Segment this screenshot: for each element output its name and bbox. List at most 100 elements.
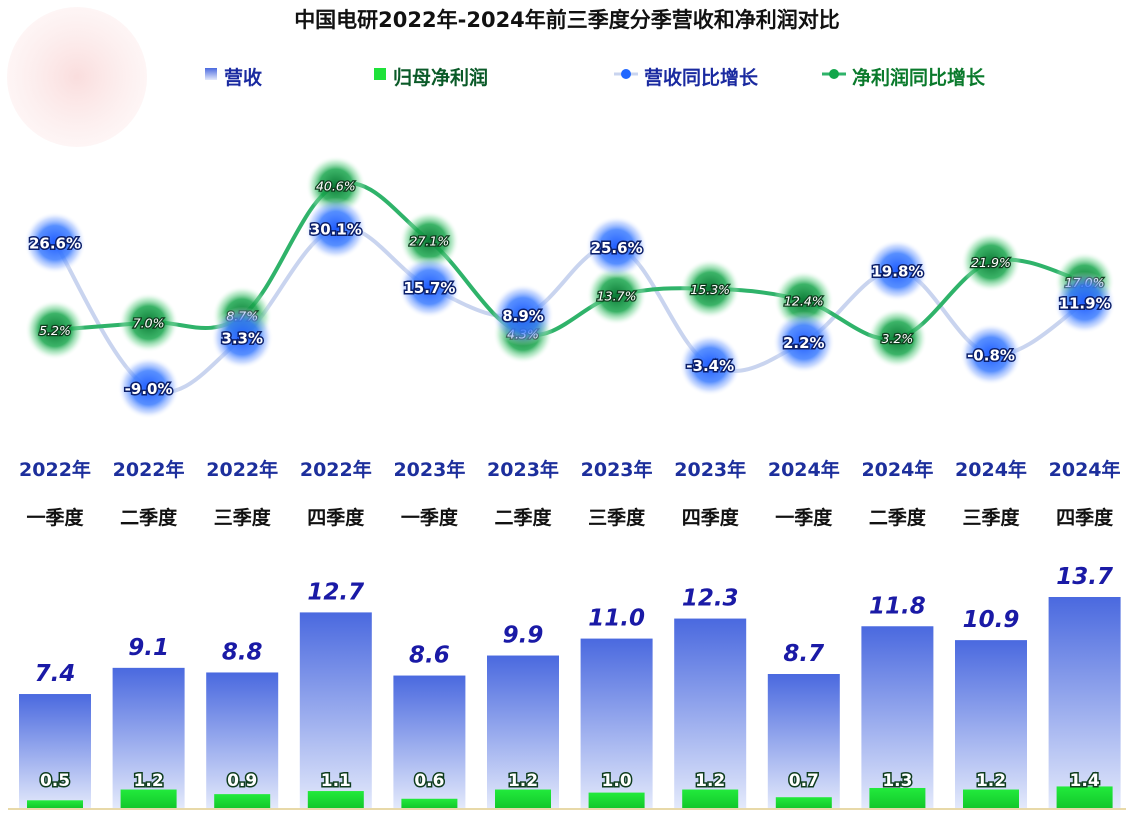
category-year-label: 2024年 xyxy=(768,458,840,481)
category-year-label: 2024年 xyxy=(861,458,933,481)
revenue-yoy-line xyxy=(53,225,1087,394)
revenue-yoy-point xyxy=(398,256,461,319)
legend-item-revenue-yoy: 营收同比增长 xyxy=(614,65,761,91)
net-yoy-label: 5.2% xyxy=(39,323,71,338)
net-profit-bar xyxy=(495,789,551,808)
revenue-bar xyxy=(955,640,1027,808)
revenue-value-label: 8.6 xyxy=(409,643,450,669)
net-profit-value-label: 1.4 xyxy=(1070,771,1100,791)
revenue-yoy-label: -0.8% xyxy=(967,346,1015,364)
category-quarter-label: 二季度 xyxy=(120,506,178,529)
net-yoy-point xyxy=(867,308,928,369)
green-square-icon xyxy=(374,68,386,80)
blue-square-icon xyxy=(205,68,217,80)
category-quarter-label: 一季度 xyxy=(775,506,833,529)
revenue-yoy-label: 3.3% xyxy=(221,330,263,348)
blue-dot-line-icon xyxy=(621,69,631,79)
category-year-label: 2024年 xyxy=(1049,458,1121,481)
revenue-yoy-point xyxy=(1053,271,1116,334)
net-yoy-label: 12.4% xyxy=(784,294,824,309)
watermark-logo xyxy=(7,7,147,147)
revenue-yoy-point xyxy=(960,323,1022,386)
net-profit-bar xyxy=(682,789,739,808)
legend: 营收 归母净利润 营收同比增长 净利润同比增长 xyxy=(205,65,988,91)
category-year-label: 2024年 xyxy=(955,458,1027,481)
category-quarter-label: 一季度 xyxy=(401,506,459,529)
chart-title: 中国电研2022年-2024年前三季度分季营收和净利润对比 xyxy=(294,8,840,32)
legend-label-revenue: 营收 xyxy=(224,66,262,89)
revenue-value-label: 12.3 xyxy=(682,586,739,612)
category-quarter-label: 四季度 xyxy=(682,506,740,529)
revenue-yoy-point xyxy=(304,197,367,260)
revenue-yoy-label: 25.6% xyxy=(591,239,643,257)
revenue-bar xyxy=(861,626,934,808)
net-yoy-label: 3.2% xyxy=(882,331,914,346)
net-yoy-label: 15.3% xyxy=(690,282,730,297)
revenue-yoy-point xyxy=(211,306,274,369)
revenue-value-label: 11.0 xyxy=(588,606,645,632)
net-profit-value-label: 0.7 xyxy=(789,771,819,791)
legend-item-revenue: 营收 xyxy=(205,65,264,91)
category-year-label: 2022年 xyxy=(19,458,91,481)
category-year-label: 2023年 xyxy=(393,458,465,481)
category-quarter-label: 二季度 xyxy=(869,506,927,529)
revenue-yoy-point xyxy=(585,215,648,278)
net-profit-bar xyxy=(401,798,458,808)
revenue-yoy-point xyxy=(866,239,929,302)
revenue-value-label: 8.7 xyxy=(783,641,824,667)
net-profit-value-label: 0.9 xyxy=(227,771,257,791)
net-profit-value-label: 1.2 xyxy=(976,771,1006,791)
category-year-label: 2023年 xyxy=(487,458,559,481)
net-profit-value-label: 1.0 xyxy=(602,771,632,791)
category-quarter-label: 一季度 xyxy=(26,506,84,529)
revenue-yoy-point xyxy=(679,333,742,396)
net-profit-value-label: 1.3 xyxy=(882,771,912,791)
net-profit-bar xyxy=(869,787,926,808)
legend-label-revenue-yoy: 营收同比增长 xyxy=(644,66,759,89)
revenue-yoy-label: 19.8% xyxy=(871,262,923,280)
revenue-bar xyxy=(767,674,840,808)
revenue-yoy-label: 15.7% xyxy=(403,279,455,297)
net-profit-bar xyxy=(588,792,645,808)
revenue-bar xyxy=(580,638,653,808)
category-year-label: 2023年 xyxy=(581,458,653,481)
revenue-bar xyxy=(1048,597,1121,808)
legend-item-net-yoy: 净利润同比增长 xyxy=(822,65,988,91)
revenue-value-label: 7.4 xyxy=(35,661,76,687)
net-yoy-label: 13.7% xyxy=(597,288,637,303)
category-year-label: 2022年 xyxy=(113,458,185,481)
revenue-value-label: 9.9 xyxy=(503,623,544,649)
revenue-bar xyxy=(206,672,279,808)
net-profit-bar xyxy=(120,789,177,808)
category-year-label: 2022年 xyxy=(206,458,278,481)
revenue-yoy-point xyxy=(24,211,86,274)
category-quarter-label: 三季度 xyxy=(214,506,272,529)
revenue-bar xyxy=(674,618,747,808)
revenue-yoy-label: -9.0% xyxy=(125,380,173,398)
category-year-label: 2022年 xyxy=(300,458,372,481)
revenue-bar xyxy=(299,612,372,808)
net-profit-value-label: 1.2 xyxy=(695,771,725,791)
revenue-yoy-label: 26.6% xyxy=(29,235,81,253)
revenue-yoy-point xyxy=(117,356,180,419)
revenue-value-label: 9.1 xyxy=(128,635,169,661)
revenue-value-label: 12.7 xyxy=(307,579,364,605)
revenue-bar xyxy=(487,655,559,808)
net-profit-value-label: 0.5 xyxy=(40,771,70,791)
net-profit-value-label: 1.2 xyxy=(134,771,164,791)
revenue-yoy-point xyxy=(492,283,554,346)
net-yoy-point xyxy=(305,155,366,216)
category-quarter-label: 三季度 xyxy=(962,506,1020,529)
revenue-value-label: 11.8 xyxy=(869,593,926,619)
net-yoy-label: 7.0% xyxy=(133,316,165,331)
bars-layer: 7.4 9.1 8.8 12.7 8.6 9.9 11.0 12.3 8.7 11.8 10.9 13… xyxy=(8,563,1126,810)
revenue-bar xyxy=(19,694,91,808)
net-profit-bar xyxy=(307,791,364,808)
category-year-label: 2023年 xyxy=(674,458,746,481)
legend-label-net-profit: 归母净利润 xyxy=(393,66,488,89)
revenue-bar xyxy=(112,667,185,808)
yoy-lines-layer: 5.2%7.0%8.7%40.6%27.1%4.3%13.7%15.3%12.4… xyxy=(24,155,1116,419)
revenue-yoy-label: -3.4% xyxy=(686,357,734,375)
